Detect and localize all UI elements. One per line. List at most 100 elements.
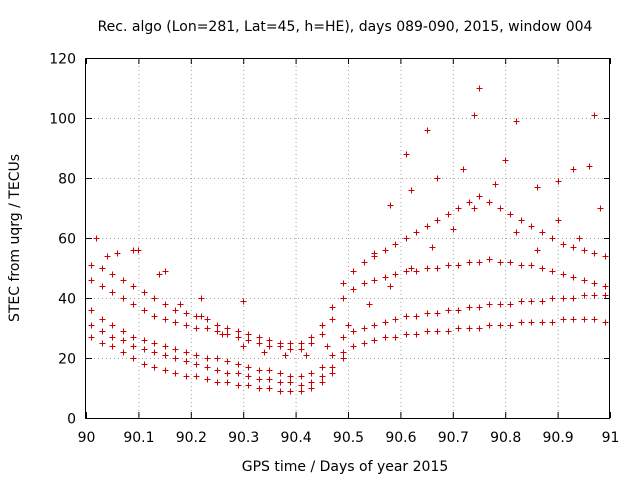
- data-point: [340, 295, 347, 302]
- data-point: [277, 388, 284, 395]
- x-tick-labels: 90 90.1 90.2 90.3 90.4 90.5 90.6 90.7 90.8 90.9 91: [78, 430, 620, 446]
- data-point: [403, 268, 410, 275]
- data-point: [235, 370, 242, 377]
- data-point: [350, 343, 357, 350]
- data-point: [298, 346, 305, 353]
- data-point: [345, 322, 352, 329]
- data-point: [235, 382, 242, 389]
- data-point: [256, 367, 263, 374]
- x-tick-label: 90: [78, 430, 96, 446]
- data-point: [591, 112, 598, 119]
- data-point: [319, 364, 326, 371]
- data-point: [497, 259, 504, 266]
- data-point: [204, 376, 211, 383]
- data-point: [214, 328, 221, 335]
- data-point: [204, 364, 211, 371]
- data-point: [308, 379, 315, 386]
- data-point: [109, 271, 116, 278]
- data-point: [591, 280, 598, 287]
- data-point: [497, 322, 504, 329]
- data-point: [408, 265, 415, 272]
- data-point: [486, 199, 493, 206]
- data-point: [513, 118, 520, 125]
- data-point: [214, 367, 221, 374]
- data-point: [445, 211, 452, 218]
- data-point: [277, 340, 284, 347]
- data-point: [591, 292, 598, 299]
- data-point: [193, 325, 200, 332]
- data-point: [183, 358, 190, 365]
- data-point: [455, 307, 462, 314]
- data-point: [466, 199, 473, 206]
- data-point: [329, 364, 336, 371]
- data-point: [177, 301, 184, 308]
- data-point: [450, 226, 457, 233]
- data-point: [162, 352, 169, 359]
- data-point: [445, 307, 452, 314]
- data-point: [586, 163, 593, 170]
- data-point: [340, 334, 347, 341]
- data-point: [555, 178, 562, 185]
- data-point: [287, 340, 294, 347]
- data-point: [534, 184, 541, 191]
- data-point: [382, 334, 389, 341]
- data-point: [528, 262, 535, 269]
- data-point: [581, 247, 588, 254]
- data-point: [130, 283, 137, 290]
- data-point: [99, 328, 106, 335]
- data-point: [224, 358, 231, 365]
- data-point: [507, 301, 514, 308]
- data-point: [120, 328, 127, 335]
- data-point: [183, 310, 190, 317]
- data-point: [497, 301, 504, 308]
- data-point: [424, 223, 431, 230]
- data-point: [130, 355, 137, 362]
- data-point: [549, 268, 556, 275]
- data-point: [570, 166, 577, 173]
- data-point: [266, 376, 273, 383]
- x-tick-label: 90.2: [176, 430, 207, 446]
- data-point: [245, 382, 252, 389]
- data-point: [382, 274, 389, 281]
- y-tick-label: 0: [67, 412, 76, 428]
- data-point: [99, 265, 106, 272]
- data-point: [193, 373, 200, 380]
- data-point: [518, 217, 525, 224]
- data-point: [471, 112, 478, 119]
- data-point: [518, 262, 525, 269]
- data-point: [245, 364, 252, 371]
- data-point: [476, 193, 483, 200]
- data-point: [319, 322, 326, 329]
- data-point: [324, 343, 331, 350]
- data-point: [120, 277, 127, 284]
- data-point: [429, 244, 436, 251]
- data-point: [486, 322, 493, 329]
- data-point: [204, 355, 211, 362]
- data-point: [303, 352, 310, 359]
- data-point: [455, 262, 462, 269]
- data-point: [513, 229, 520, 236]
- data-point: [114, 250, 121, 257]
- data-point: [141, 307, 148, 314]
- data-point: [172, 370, 179, 377]
- data-point: [560, 271, 567, 278]
- data-point: [476, 85, 483, 92]
- data-point: [413, 268, 420, 275]
- data-point: [298, 382, 305, 389]
- data-point: [104, 253, 111, 260]
- data-point: [162, 268, 169, 275]
- x-tick-label: 90.8: [490, 430, 521, 446]
- data-point: [162, 301, 169, 308]
- data-point: [518, 298, 525, 305]
- data-point: [287, 388, 294, 395]
- data-point: [214, 379, 221, 386]
- data-point: [366, 301, 373, 308]
- data-point: [109, 322, 116, 329]
- data-point: [350, 286, 357, 293]
- x-tick-label: 90.9: [543, 430, 574, 446]
- data-point: [130, 301, 137, 308]
- data-point: [308, 385, 315, 392]
- data-point: [88, 262, 95, 269]
- data-point: [539, 298, 546, 305]
- data-point: [581, 277, 588, 284]
